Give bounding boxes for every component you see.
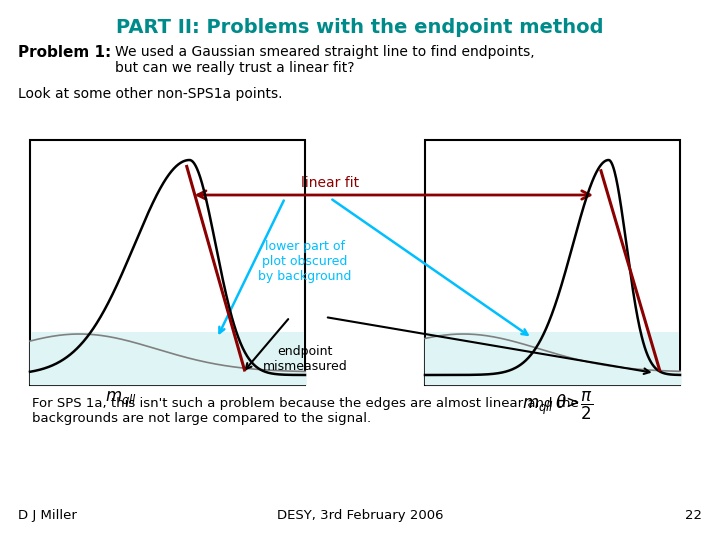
- Text: Problem 1:: Problem 1:: [18, 45, 112, 60]
- Text: For SPS 1a, this isn't such a problem because the edges are almost linear and th: For SPS 1a, this isn't such a problem be…: [32, 397, 579, 425]
- Bar: [31, 332, 304, 384]
- Text: D J Miller: D J Miller: [18, 509, 77, 522]
- Text: We used a Gaussian smeared straight line to find endpoints,
but can we really tr: We used a Gaussian smeared straight line…: [115, 45, 535, 75]
- Text: $m_{qll}\,\theta\!>\!\dfrac{\pi}{2}$: $m_{qll}\,\theta\!>\!\dfrac{\pi}{2}$: [522, 390, 593, 422]
- Bar: [30, 140, 305, 385]
- Text: 22: 22: [685, 509, 702, 522]
- Text: $m_{qll}$: $m_{qll}$: [104, 390, 137, 410]
- Text: endpoint
mismeasured: endpoint mismeasured: [263, 345, 347, 373]
- Text: PART II: Problems with the endpoint method: PART II: Problems with the endpoint meth…: [116, 18, 604, 37]
- Bar: [425, 140, 680, 385]
- Text: DESY, 3rd February 2006: DESY, 3rd February 2006: [276, 509, 444, 522]
- Text: lower part of
plot obscured
by background: lower part of plot obscured by backgroun…: [258, 240, 351, 283]
- Text: linear fit: linear fit: [301, 176, 359, 190]
- Text: Look at some other non-SPS1a points.: Look at some other non-SPS1a points.: [18, 87, 282, 101]
- Bar: [426, 332, 679, 384]
